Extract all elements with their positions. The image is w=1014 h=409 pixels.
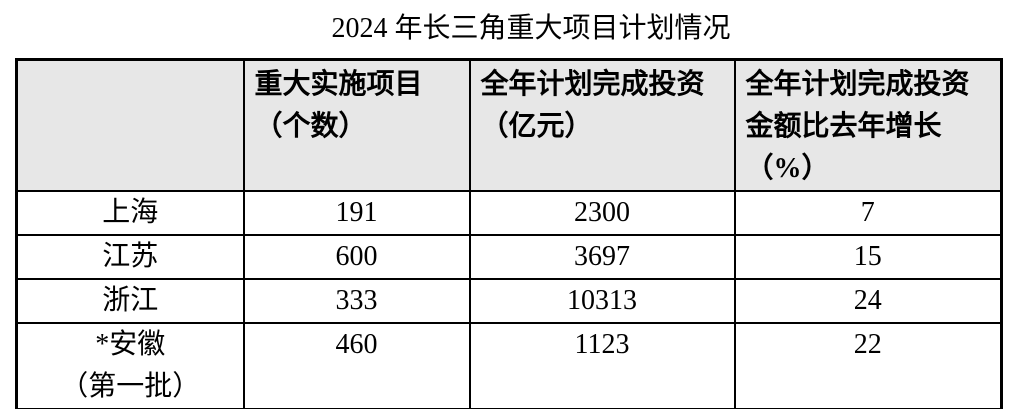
projects-cell: 191 bbox=[242, 190, 471, 236]
header-cell-projects: 重大实施项目 （个数） bbox=[242, 58, 471, 192]
investment-cell: 2300 bbox=[468, 190, 736, 236]
region-cell: 浙江 bbox=[15, 278, 245, 324]
growth-cell: 22 bbox=[733, 322, 1003, 409]
growth-cell: 7 bbox=[733, 190, 1003, 236]
projects-cell: 333 bbox=[242, 278, 471, 324]
investment-cell: 1123 bbox=[468, 322, 736, 409]
header-cell-growth: 全年计划完成投资 金额比去年增长 （%） bbox=[733, 58, 1003, 192]
investment-cell: 10313 bbox=[468, 278, 736, 324]
table-row-jiangsu: 江苏 600 3697 15 bbox=[15, 234, 1003, 280]
header-cell-investment: 全年计划完成投资 （亿元） bbox=[468, 58, 736, 192]
table-row-shanghai: 上海 191 2300 7 bbox=[15, 190, 1003, 236]
region-cell: 上海 bbox=[15, 190, 245, 236]
projects-cell: 600 bbox=[242, 234, 471, 280]
projects-table: 重大实施项目 （个数） 全年计划完成投资 （亿元） 全年计划完成投资 金额比去年… bbox=[15, 58, 1003, 409]
region-cell: 江苏 bbox=[15, 234, 245, 280]
growth-cell: 24 bbox=[733, 278, 1003, 324]
investment-cell: 3697 bbox=[468, 234, 736, 280]
projects-cell: 460 bbox=[242, 322, 471, 409]
table-header-row: 重大实施项目 （个数） 全年计划完成投资 （亿元） 全年计划完成投资 金额比去年… bbox=[15, 58, 1003, 192]
page-title: 2024 年长三角重大项目计划情况 bbox=[331, 13, 731, 44]
table-row-zhejiang: 浙江 333 10313 24 bbox=[15, 278, 1003, 324]
growth-cell: 15 bbox=[733, 234, 1003, 280]
region-cell: *安徽 （第一批） bbox=[15, 322, 245, 409]
header-cell-region bbox=[15, 58, 245, 192]
table-row-anhui: *安徽 （第一批） 460 1123 22 bbox=[15, 322, 1003, 409]
